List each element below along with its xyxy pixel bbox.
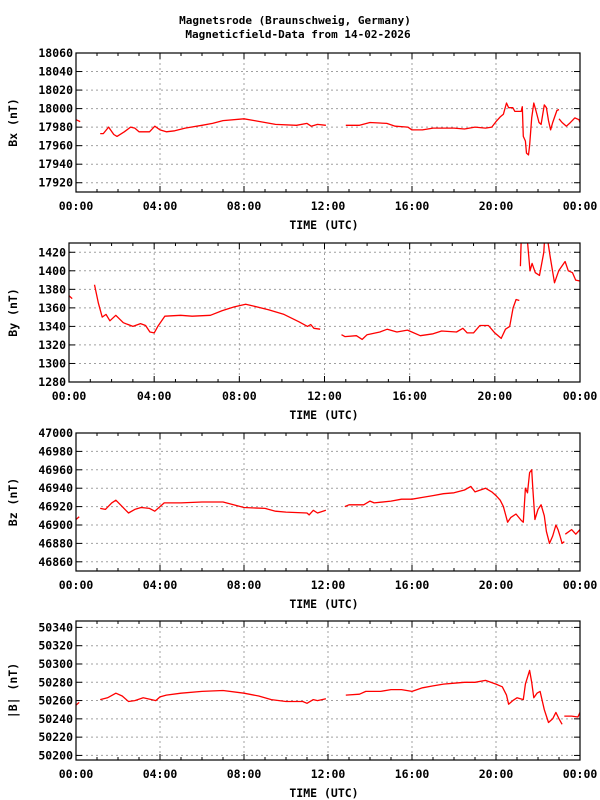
y-tick-label: 1280 xyxy=(38,375,66,389)
x-tick-label: 12:00 xyxy=(307,389,342,403)
x-tick-label: 00:00 xyxy=(59,767,94,781)
panel-3: 46860 46880 46900 46920 46940 46960 46980 47000… xyxy=(6,426,597,611)
x-tick-label: 12:00 xyxy=(311,578,346,592)
x-tick-label: 16:00 xyxy=(395,578,430,592)
y-tick-label: 50200 xyxy=(38,748,73,762)
x-tick-label: 00:00 xyxy=(563,578,598,592)
x-tick-label: 12:00 xyxy=(311,767,346,781)
y-axis-label: Bz (nT) xyxy=(6,478,20,526)
x-axis-label: TIME (UTC) xyxy=(289,786,358,800)
plot-frame xyxy=(75,432,581,572)
y-tick-label: 1400 xyxy=(38,264,66,278)
x-tick-label: 20:00 xyxy=(479,578,514,592)
data-line-segment xyxy=(100,689,327,704)
chart-title-line2: Magneticfield-Data from 14-02-2026 xyxy=(185,28,411,41)
y-tick-label: 50300 xyxy=(38,657,73,671)
x-tick-label: 00:00 xyxy=(563,767,598,781)
data-line-segment xyxy=(345,669,563,725)
x-axis-label: TIME (UTC) xyxy=(289,218,358,232)
x-tick-label: 04:00 xyxy=(143,767,178,781)
x-tick-label: 08:00 xyxy=(227,767,262,781)
y-tick-label: 18020 xyxy=(38,83,73,97)
x-tick-label: 00:00 xyxy=(52,389,87,403)
x-tick-label: 04:00 xyxy=(143,199,178,213)
x-tick-label: 16:00 xyxy=(395,767,430,781)
y-axis-label: |B| (nT) xyxy=(6,663,20,718)
data-line-segment xyxy=(93,284,321,334)
series-|B| xyxy=(76,669,580,725)
y-tick-label: 47000 xyxy=(38,426,73,440)
data-line-segment xyxy=(100,118,326,138)
data-line-segment xyxy=(76,119,81,123)
y-axis-label: Bx (nT) xyxy=(6,98,20,146)
y-tick-label: 1300 xyxy=(38,356,66,370)
y-tick-label: 18000 xyxy=(38,102,73,116)
y-tick-label: 1340 xyxy=(38,319,66,333)
data-line-segment xyxy=(564,528,580,535)
y-tick-label: 46880 xyxy=(38,536,73,550)
y-tick-label: 18040 xyxy=(38,65,73,79)
x-tick-label: 16:00 xyxy=(392,389,427,403)
data-line-segment xyxy=(345,102,560,156)
y-tick-label: 17940 xyxy=(38,157,73,171)
plot-frame xyxy=(68,242,581,383)
y-tick-label: 17920 xyxy=(38,176,73,190)
panel-4: 50200 50220 50240 50260 50280 50300 50320 50340… xyxy=(6,620,597,800)
y-axis-label: By (nT) xyxy=(6,288,20,336)
chart-title-line1: Magnetsrode (Braunschweig, Germany) xyxy=(179,14,411,27)
y-tick-label: 46960 xyxy=(38,463,73,477)
y-tick-label: 18060 xyxy=(38,46,73,60)
y-tick-label: 1380 xyxy=(38,282,66,296)
x-tick-label: 16:00 xyxy=(395,199,430,213)
panel-2: 1280 1300 1320 1340 1360 1380 1400 1420 00:00 04:… xyxy=(6,242,598,422)
x-tick-label: 20:00 xyxy=(478,389,513,403)
data-line-segment xyxy=(100,499,327,516)
y-tick-label: 1420 xyxy=(38,245,66,259)
x-axis-label: TIME (UTC) xyxy=(289,597,358,611)
y-tick-label: 46860 xyxy=(38,555,73,569)
data-line-segment xyxy=(344,469,565,545)
y-tick-label: 17960 xyxy=(38,139,73,153)
x-tick-label: 04:00 xyxy=(137,389,172,403)
x-tick-label: 00:00 xyxy=(59,578,94,592)
x-tick-label: 00:00 xyxy=(59,199,94,213)
x-tick-label: 04:00 xyxy=(143,578,178,592)
x-tick-label: 08:00 xyxy=(227,578,262,592)
data-line-segment xyxy=(558,117,580,127)
x-tick-label: 08:00 xyxy=(227,199,262,213)
y-tick-label: 17980 xyxy=(38,120,73,134)
x-tick-label: 00:00 xyxy=(563,199,598,213)
y-tick-label: 46980 xyxy=(38,444,73,458)
y-tick-label: 1360 xyxy=(38,301,66,315)
x-tick-label: 12:00 xyxy=(311,199,346,213)
x-tick-label: 20:00 xyxy=(479,199,514,213)
series-Bx xyxy=(76,102,580,156)
y-tick-label: 50340 xyxy=(38,620,73,634)
y-tick-label: 46900 xyxy=(38,518,73,532)
y-tick-label: 50320 xyxy=(38,639,73,653)
y-tick-label: 50240 xyxy=(38,712,73,726)
data-line-segment xyxy=(519,243,580,284)
plot-frame xyxy=(75,620,581,761)
x-tick-label: 00:00 xyxy=(563,389,598,403)
panel-1: 17920 17940 17960 17980 18000 18020 18040 18060… xyxy=(6,46,597,232)
data-line-segment xyxy=(564,712,580,718)
x-tick-label: 08:00 xyxy=(222,389,257,403)
x-axis-label: TIME (UTC) xyxy=(289,408,358,422)
plot-frame xyxy=(75,52,581,193)
y-tick-label: 50280 xyxy=(38,675,73,689)
y-tick-label: 1320 xyxy=(38,338,66,352)
y-tick-label: 46940 xyxy=(38,481,73,495)
y-tick-label: 50220 xyxy=(38,730,73,744)
data-line-segment xyxy=(341,298,520,341)
y-tick-label: 46920 xyxy=(38,500,73,514)
x-tick-label: 20:00 xyxy=(479,767,514,781)
y-tick-label: 50260 xyxy=(38,694,73,708)
series-Bz xyxy=(76,469,580,545)
